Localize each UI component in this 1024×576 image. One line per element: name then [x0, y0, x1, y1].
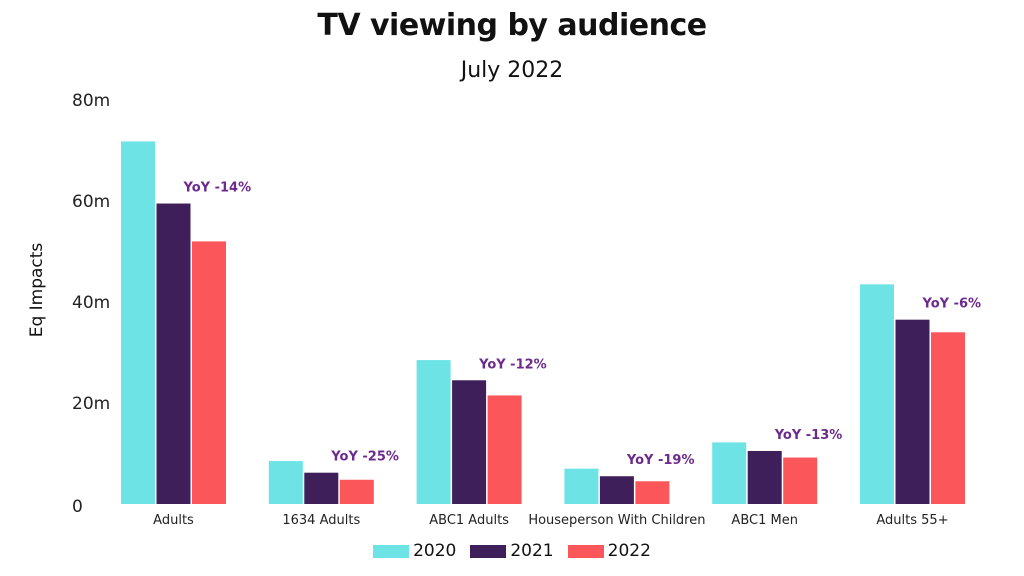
yoy-annotation: YoY -19% [626, 453, 695, 468]
bar-2022 [339, 479, 374, 504]
y-tick-label: 40m [72, 293, 110, 313]
bar-2020 [268, 461, 303, 504]
yoy-annotation: YoY -25% [330, 450, 399, 465]
chart-subtitle: July 2022 [460, 58, 564, 83]
bar-2022 [192, 241, 226, 504]
y-tick-label: 20m [72, 394, 110, 414]
category-label: ABC1 Adults [429, 513, 509, 528]
chart-title: TV viewing by audience [317, 8, 707, 43]
legend-swatch [373, 544, 410, 558]
bar-2021 [304, 472, 339, 504]
yoy-annotation: YoY -6% [922, 297, 982, 312]
bar-2021 [599, 476, 634, 504]
y-axis-label: Eq Impacts [27, 243, 47, 338]
bar-2020 [860, 284, 894, 504]
legend-swatch [470, 544, 507, 558]
category-label: Adults 55+ [876, 513, 948, 528]
bar-2020 [121, 141, 155, 504]
bar-2021 [156, 203, 191, 504]
legend-label: 2022 [607, 541, 651, 561]
bar-2021 [452, 380, 487, 504]
bar-2022 [487, 395, 522, 504]
bar-2022 [931, 332, 965, 504]
yoy-annotation: YoY -14% [183, 181, 252, 196]
bar-2020 [712, 442, 747, 504]
y-tick-label: 80m [72, 91, 110, 111]
bar-2020 [564, 468, 599, 504]
category-label: 1634 Adults [282, 513, 360, 528]
y-tick-label: 0 [72, 497, 83, 517]
category-label: ABC1 Men [731, 513, 798, 528]
legend-item-2021: 2021 [470, 541, 554, 561]
yoy-annotation: YoY -12% [478, 357, 547, 372]
yoy-annotation: YoY -13% [774, 428, 843, 443]
legend-label: 2020 [413, 541, 457, 561]
legend: 2020 2021 2022 [0, 541, 1024, 561]
category-label: Houseperson With Children [528, 513, 705, 528]
category-label: Adults [153, 513, 194, 528]
legend-label: 2021 [510, 541, 554, 561]
legend-item-2022: 2022 [567, 541, 651, 561]
bar-2022 [783, 457, 818, 504]
bar-2021 [747, 450, 782, 504]
legend-item-2020: 2020 [373, 541, 456, 561]
y-tick-label: 60m [72, 192, 110, 212]
bar-2020 [416, 360, 451, 504]
bar-2021 [895, 319, 930, 504]
bar-2022 [635, 481, 670, 504]
legend-swatch [567, 544, 604, 558]
